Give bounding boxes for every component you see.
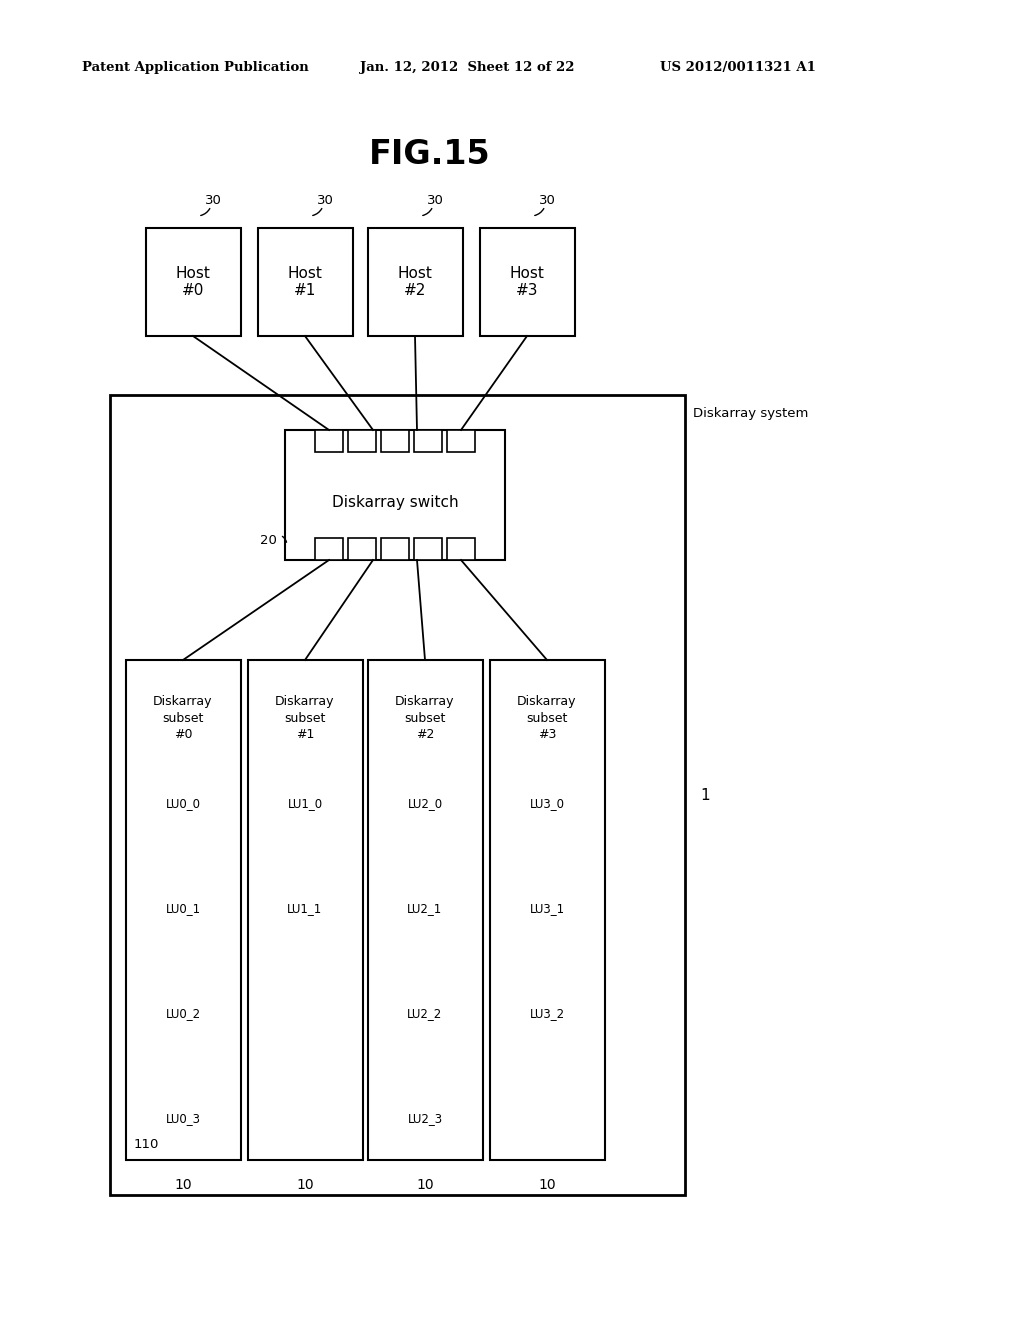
Bar <box>368 228 463 337</box>
Text: 10: 10 <box>416 1177 434 1192</box>
Text: Host
#2: Host #2 <box>397 265 432 298</box>
Text: Diskarray system: Diskarray system <box>693 407 808 420</box>
Text: 20: 20 <box>260 533 278 546</box>
Bar <box>381 539 409 560</box>
Bar <box>381 430 409 451</box>
Text: 30: 30 <box>317 194 334 206</box>
Bar <box>257 228 352 337</box>
Text: LU2_0: LU2_0 <box>408 797 442 810</box>
Text: 30: 30 <box>539 194 556 206</box>
Ellipse shape <box>394 1082 456 1100</box>
Text: 10: 10 <box>174 1177 191 1192</box>
Text: FIG.15: FIG.15 <box>369 139 490 172</box>
Text: Diskarray
subset
#0: Diskarray subset #0 <box>154 696 213 741</box>
Bar <box>516 986 578 1020</box>
Ellipse shape <box>152 1082 214 1100</box>
Text: Host
#0: Host #0 <box>175 265 211 298</box>
Bar <box>348 539 376 560</box>
Ellipse shape <box>274 768 336 784</box>
Text: 10: 10 <box>539 1177 556 1192</box>
Text: LU3_1: LU3_1 <box>529 902 564 915</box>
Bar <box>368 660 482 1160</box>
Bar <box>414 539 442 560</box>
Text: Jan. 12, 2012  Sheet 12 of 22: Jan. 12, 2012 Sheet 12 of 22 <box>360 62 574 74</box>
Ellipse shape <box>516 873 578 888</box>
Bar <box>110 395 685 1195</box>
Text: LU1_1: LU1_1 <box>288 902 323 915</box>
Ellipse shape <box>516 978 578 994</box>
Bar <box>447 539 475 560</box>
Ellipse shape <box>274 873 336 888</box>
Ellipse shape <box>152 768 214 784</box>
Bar <box>414 430 442 451</box>
Text: Host
#1: Host #1 <box>288 265 323 298</box>
Text: LU1_0: LU1_0 <box>288 797 323 810</box>
Bar <box>145 228 241 337</box>
Ellipse shape <box>516 768 578 784</box>
Text: Diskarray switch: Diskarray switch <box>332 495 459 511</box>
Ellipse shape <box>152 978 214 994</box>
Text: Diskarray
subset
#3: Diskarray subset #3 <box>517 696 577 741</box>
Bar <box>394 1092 456 1125</box>
Text: 30: 30 <box>205 194 222 206</box>
Bar <box>447 430 475 451</box>
Bar <box>274 880 336 915</box>
Bar <box>516 880 578 915</box>
Text: LU0_1: LU0_1 <box>166 902 201 915</box>
Text: Diskarray
subset
#2: Diskarray subset #2 <box>395 696 455 741</box>
Text: LU2_3: LU2_3 <box>408 1111 442 1125</box>
Bar <box>394 776 456 810</box>
Bar <box>394 986 456 1020</box>
Bar <box>152 986 214 1020</box>
Ellipse shape <box>394 978 456 994</box>
Text: Patent Application Publication: Patent Application Publication <box>82 62 309 74</box>
Text: US 2012/0011321 A1: US 2012/0011321 A1 <box>660 62 816 74</box>
Ellipse shape <box>394 873 456 888</box>
Text: LU2_2: LU2_2 <box>408 1007 442 1020</box>
Bar <box>394 880 456 915</box>
Bar <box>479 228 574 337</box>
Bar <box>315 539 343 560</box>
Text: 30: 30 <box>427 194 443 206</box>
Bar <box>516 776 578 810</box>
Text: LU2_1: LU2_1 <box>408 902 442 915</box>
Bar <box>315 430 343 451</box>
Text: Diskarray
subset
#1: Diskarray subset #1 <box>275 696 335 741</box>
Ellipse shape <box>152 873 214 888</box>
Bar <box>274 776 336 810</box>
Text: 1: 1 <box>700 788 710 803</box>
Bar <box>285 430 505 560</box>
Text: LU0_3: LU0_3 <box>166 1111 201 1125</box>
Bar <box>152 776 214 810</box>
Text: LU0_0: LU0_0 <box>166 797 201 810</box>
Text: Host
#3: Host #3 <box>510 265 545 298</box>
Bar <box>248 660 362 1160</box>
Bar <box>348 430 376 451</box>
Ellipse shape <box>394 768 456 784</box>
Text: LU3_2: LU3_2 <box>529 1007 564 1020</box>
Bar <box>152 880 214 915</box>
Text: 110: 110 <box>133 1138 159 1151</box>
Text: 10: 10 <box>296 1177 313 1192</box>
Text: LU0_2: LU0_2 <box>166 1007 201 1020</box>
Text: LU3_0: LU3_0 <box>529 797 564 810</box>
Bar <box>489 660 604 1160</box>
Bar <box>126 660 241 1160</box>
Bar <box>152 1092 214 1125</box>
